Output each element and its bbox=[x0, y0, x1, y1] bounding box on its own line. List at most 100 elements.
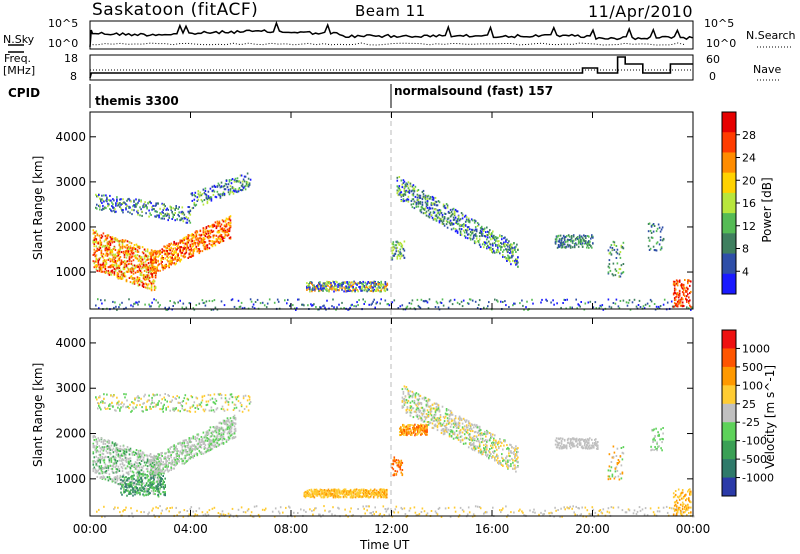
range-cell bbox=[160, 463, 162, 466]
range-cell bbox=[127, 210, 129, 213]
range-cell bbox=[201, 438, 204, 441]
range-cell bbox=[155, 486, 157, 489]
range-cell bbox=[103, 466, 106, 469]
range-cell bbox=[415, 203, 418, 205]
range-cell bbox=[441, 223, 444, 225]
range-cell bbox=[123, 245, 126, 248]
range-cell bbox=[154, 459, 157, 462]
range-cell bbox=[112, 256, 115, 259]
range-cell bbox=[102, 199, 104, 202]
range-cell bbox=[107, 269, 110, 272]
range-cell bbox=[460, 300, 463, 303]
range-cell bbox=[143, 276, 146, 279]
range-cell bbox=[560, 237, 563, 240]
range-cell bbox=[113, 272, 116, 275]
range-cell bbox=[142, 472, 144, 475]
range-cell bbox=[229, 431, 232, 434]
range-cell bbox=[104, 254, 107, 257]
range-cell bbox=[418, 306, 421, 308]
range-cell bbox=[679, 301, 682, 304]
range-cell bbox=[391, 258, 394, 261]
range-cell bbox=[206, 200, 209, 203]
range-cell bbox=[144, 276, 147, 279]
range-cell bbox=[222, 229, 225, 232]
range-cell bbox=[202, 188, 205, 191]
range-cell bbox=[511, 246, 513, 249]
range-cell bbox=[108, 271, 111, 274]
range-cell bbox=[462, 225, 465, 228]
range-cell bbox=[95, 449, 98, 452]
range-cell bbox=[350, 304, 352, 307]
range-cell bbox=[148, 464, 151, 467]
range-cell bbox=[334, 288, 336, 291]
range-cell bbox=[215, 225, 218, 228]
range-cell bbox=[311, 282, 313, 285]
range-cell bbox=[517, 256, 519, 259]
range-cell bbox=[618, 253, 621, 256]
range-cell bbox=[95, 240, 98, 243]
range-cell bbox=[165, 461, 167, 464]
range-cell bbox=[159, 480, 161, 483]
range-cell bbox=[192, 252, 195, 255]
range-cell bbox=[499, 235, 501, 238]
range-cell bbox=[571, 240, 574, 243]
range-cell bbox=[159, 473, 161, 476]
range-cell bbox=[443, 212, 446, 215]
range-cell bbox=[459, 232, 462, 234]
range-cell bbox=[96, 207, 98, 210]
range-cell bbox=[313, 284, 315, 287]
range-cell bbox=[100, 268, 103, 271]
range-cell bbox=[107, 456, 110, 458]
range-cell bbox=[689, 292, 691, 295]
range-cell bbox=[114, 478, 117, 481]
range-cell bbox=[442, 203, 445, 206]
range-cell bbox=[132, 252, 135, 254]
range-cell bbox=[129, 470, 132, 473]
range-cell bbox=[119, 445, 122, 448]
range-cell bbox=[198, 438, 201, 441]
range-cell bbox=[566, 238, 569, 241]
velocity-scatter bbox=[92, 385, 695, 518]
range-cell bbox=[96, 464, 99, 467]
range-cell bbox=[562, 241, 565, 244]
range-cell bbox=[137, 478, 140, 481]
range-cell bbox=[434, 306, 437, 308]
range-cell bbox=[126, 471, 129, 474]
range-cell bbox=[380, 298, 382, 301]
range-cell bbox=[199, 250, 202, 253]
range-cell bbox=[431, 195, 434, 198]
range-cell bbox=[173, 463, 175, 466]
range-cell bbox=[198, 240, 201, 243]
range-cell bbox=[107, 243, 110, 245]
range-cell bbox=[652, 223, 655, 225]
range-cell bbox=[501, 235, 503, 238]
range-cell bbox=[561, 243, 564, 246]
range-cell bbox=[655, 230, 658, 233]
range-cell bbox=[315, 287, 317, 290]
range-cell bbox=[150, 461, 152, 464]
range-cell bbox=[510, 250, 512, 253]
range-cell bbox=[675, 305, 678, 308]
range-cell bbox=[610, 253, 613, 256]
range-cell bbox=[351, 281, 353, 284]
range-cell bbox=[215, 238, 218, 240]
range-cell bbox=[399, 252, 402, 255]
range-cell bbox=[560, 242, 563, 245]
range-cell bbox=[111, 259, 114, 262]
range-cell bbox=[95, 230, 98, 233]
range-cell bbox=[594, 301, 597, 304]
range-cell bbox=[121, 247, 124, 250]
range-cell bbox=[105, 238, 108, 241]
range-cell bbox=[141, 489, 143, 492]
range-cell bbox=[515, 245, 517, 248]
range-cell bbox=[487, 230, 489, 233]
range-cell bbox=[478, 231, 481, 234]
range-cell bbox=[136, 487, 138, 489]
range-cell bbox=[97, 263, 100, 266]
range-cell bbox=[485, 242, 487, 245]
range-cell bbox=[499, 252, 501, 255]
range-cell bbox=[141, 479, 143, 482]
range-cell bbox=[311, 281, 313, 284]
range-cell bbox=[584, 242, 586, 245]
range-cell bbox=[110, 394, 112, 397]
